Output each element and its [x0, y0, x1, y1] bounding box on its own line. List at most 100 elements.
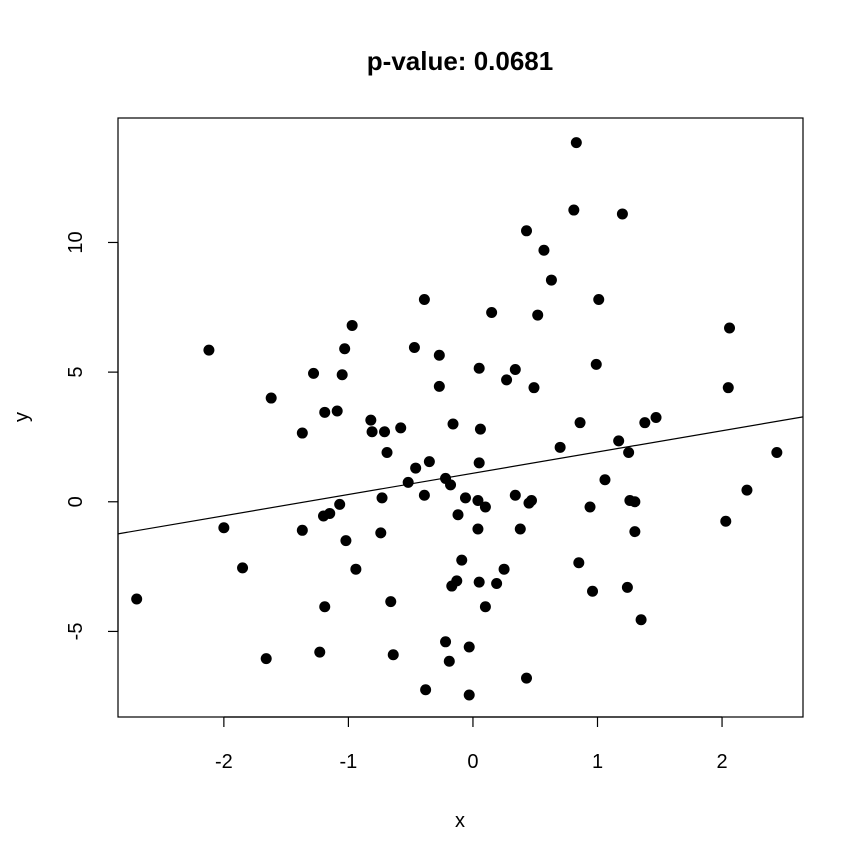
data-point	[463, 641, 475, 653]
data-point	[554, 441, 566, 453]
data-point	[379, 426, 391, 438]
data-point	[346, 319, 358, 331]
data-point	[319, 406, 331, 418]
x-tick-label: 1	[592, 751, 603, 773]
x-tick-label: -1	[340, 751, 358, 773]
data-point	[741, 484, 753, 496]
data-point	[771, 447, 783, 459]
data-point	[410, 462, 422, 474]
data-point	[402, 476, 414, 488]
data-point	[336, 369, 348, 381]
y-axis: -5 0 5 10	[65, 231, 119, 641]
data-point	[376, 492, 388, 504]
data-point	[260, 653, 272, 665]
data-point	[486, 306, 498, 318]
data-point	[574, 417, 586, 429]
data-point	[629, 526, 641, 538]
y-tick-label: 10	[65, 231, 87, 253]
data-points	[131, 137, 783, 701]
y-tick-label: 5	[65, 367, 87, 378]
x-axis: -2 -1 0 1 2	[215, 716, 728, 773]
data-point	[440, 636, 452, 648]
data-point	[514, 523, 526, 535]
x-tick-label: -2	[215, 751, 233, 773]
data-point	[639, 417, 651, 429]
data-point	[509, 489, 521, 501]
data-point	[331, 405, 343, 417]
data-point	[528, 382, 540, 394]
data-point	[616, 208, 628, 220]
data-point	[381, 447, 393, 459]
data-point	[446, 580, 458, 592]
data-point	[447, 418, 459, 430]
data-point	[387, 649, 399, 661]
data-point	[319, 601, 331, 613]
data-point	[532, 309, 544, 321]
data-point	[474, 423, 486, 435]
data-point	[473, 457, 485, 469]
data-point	[473, 576, 485, 588]
data-point	[724, 322, 736, 334]
data-point	[340, 535, 352, 547]
data-point	[385, 596, 397, 608]
data-point	[479, 601, 491, 613]
data-point	[501, 374, 513, 386]
data-point	[593, 294, 605, 306]
data-point	[423, 456, 435, 468]
data-point	[509, 364, 521, 376]
data-point	[334, 498, 346, 510]
regression-line	[117, 416, 804, 535]
x-tick-label: 2	[716, 751, 727, 773]
data-point	[472, 523, 484, 535]
data-point	[339, 343, 351, 355]
data-point	[443, 655, 455, 667]
data-point	[456, 554, 468, 566]
data-point	[131, 593, 143, 605]
data-point	[433, 349, 445, 361]
x-axis-label: x	[455, 810, 465, 832]
data-point	[296, 427, 308, 439]
y-axis-label: y	[11, 412, 33, 422]
plot-area	[117, 137, 804, 701]
data-point	[265, 392, 277, 404]
data-point	[237, 562, 249, 574]
data-point	[308, 367, 320, 379]
data-point	[498, 563, 510, 575]
data-point	[296, 524, 308, 536]
data-point	[568, 204, 580, 216]
data-point	[459, 492, 471, 504]
data-point	[538, 244, 550, 256]
data-point	[635, 614, 647, 626]
data-point	[418, 294, 430, 306]
data-point	[203, 344, 215, 356]
chart-title: p-value: 0.0681	[367, 46, 553, 76]
data-point	[587, 585, 599, 597]
data-point	[445, 479, 457, 491]
data-point	[366, 426, 378, 438]
data-point	[314, 646, 326, 658]
data-point	[318, 510, 329, 522]
data-point	[491, 577, 503, 589]
data-point	[365, 414, 377, 426]
data-point	[408, 341, 420, 353]
data-point	[629, 496, 641, 508]
data-point	[590, 358, 602, 370]
data-point	[395, 422, 407, 434]
data-point	[418, 489, 430, 501]
data-point	[473, 362, 485, 374]
data-point	[570, 137, 582, 149]
data-point	[573, 557, 585, 569]
data-point	[521, 672, 533, 684]
data-point	[472, 494, 484, 506]
data-point	[521, 225, 533, 237]
y-tick-label: -5	[65, 623, 87, 641]
data-point	[463, 689, 475, 701]
data-point	[218, 522, 230, 534]
data-point	[650, 412, 662, 423]
data-point	[433, 380, 445, 392]
data-point	[545, 274, 557, 286]
data-point	[350, 563, 362, 575]
data-point	[420, 684, 432, 696]
data-point	[452, 509, 464, 521]
